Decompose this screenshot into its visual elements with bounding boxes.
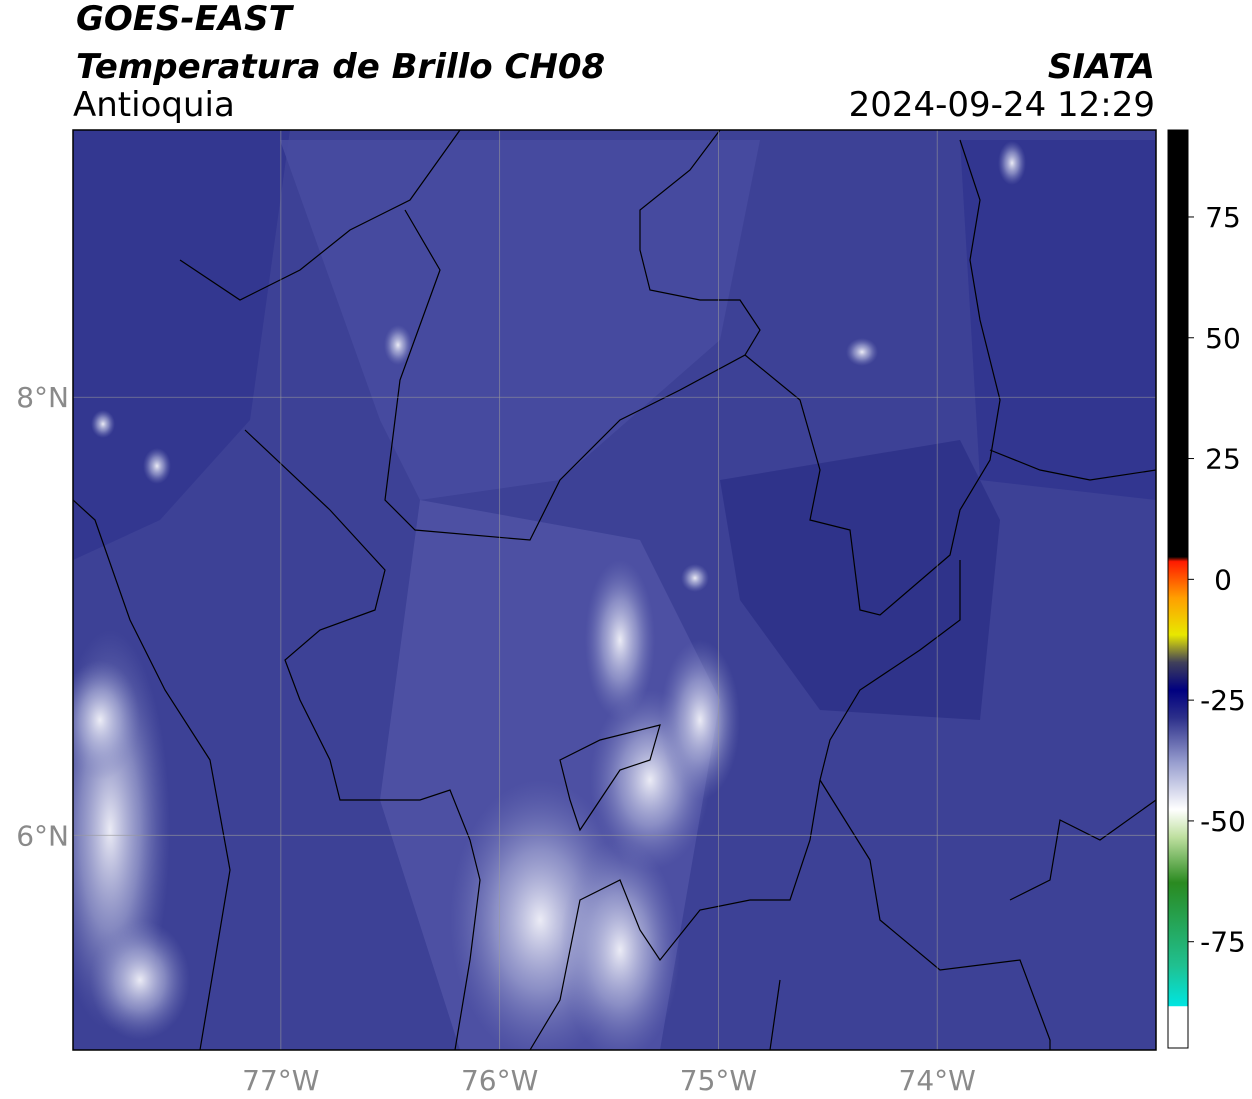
lon-tick-label: 77°W: [242, 1064, 319, 1097]
colorbar-tick-label: -50: [1200, 805, 1246, 838]
lon-tick-label: 74°W: [899, 1064, 976, 1097]
timestamp: 2024-09-24 12:29: [849, 85, 1155, 125]
colorbar-ticks: 75 50 25 0 -25 -50 -75: [1188, 201, 1246, 959]
source-label: SIATA: [1048, 47, 1155, 87]
lon-tick-label: 76°W: [461, 1064, 538, 1097]
region-label: Antioquia: [73, 85, 235, 125]
lon-tick-label: 75°W: [680, 1064, 757, 1097]
product-title: Temperatura de Brillo CH08: [76, 47, 605, 87]
colorbar-tick-label: 0: [1214, 563, 1232, 596]
colorbar-tick-label: 75: [1205, 201, 1241, 234]
map-image: [73, 130, 1156, 1050]
colorbar: [1167, 129, 1189, 1049]
map-frame: [72, 129, 1157, 1051]
colorbar-tick-label: -25: [1200, 684, 1246, 717]
colorbar-tick-label: 25: [1205, 443, 1241, 476]
grid: [73, 130, 1156, 1050]
colorbar-tick-label: 50: [1205, 322, 1241, 355]
colorbar-tick-label: -75: [1200, 926, 1246, 959]
satellite-title: GOES-EAST: [76, 0, 295, 39]
lat-tick-label: 6°N: [16, 819, 69, 852]
lat-tick-label: 8°N: [16, 381, 69, 414]
